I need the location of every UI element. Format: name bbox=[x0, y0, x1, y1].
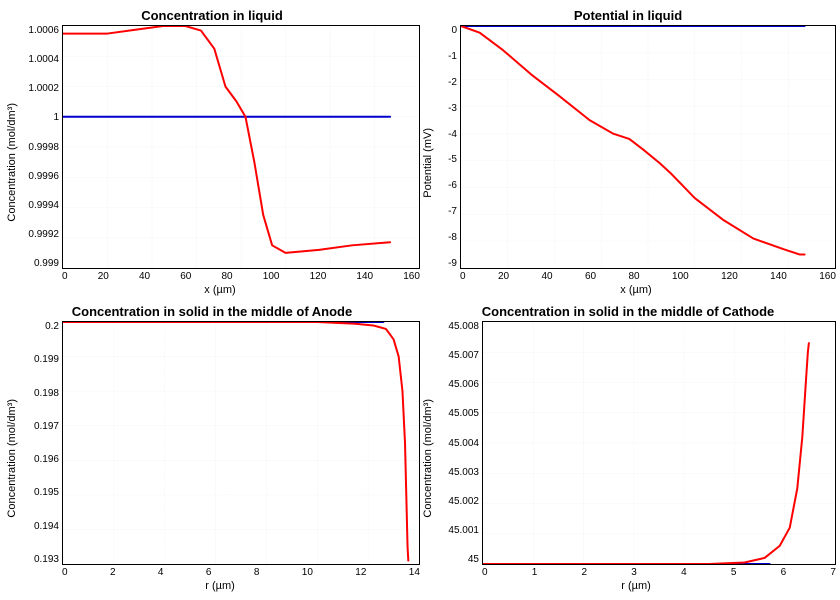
y-axis-label: Concentration (mol/dm³) bbox=[4, 399, 20, 518]
chart-title: Concentration in liquid bbox=[141, 8, 283, 23]
y-axis-label: Concentration (mol/dm³) bbox=[420, 399, 436, 518]
plot-region bbox=[482, 321, 836, 565]
chart-area: Concentration (mol/dm³) 45.00845.00745.0… bbox=[420, 321, 836, 596]
chart-area: Potential (mV) 0-1-2-3-4-5-6-7-8-9 02040… bbox=[420, 25, 836, 300]
chart-area: Concentration (mol/dm³) 1.00061.00041.00… bbox=[4, 25, 420, 300]
y-tick-labels: 1.00061.00041.000210.99980.99960.99940.9… bbox=[20, 25, 62, 269]
y-axis-label: Potential (mV) bbox=[420, 128, 436, 198]
plot-region bbox=[460, 25, 836, 269]
y-tick-labels: 0-1-2-3-4-5-6-7-8-9 bbox=[436, 25, 460, 269]
chart-title: Potential in liquid bbox=[574, 8, 682, 23]
panel-potential-liquid: Potential in liquid Potential (mV) 0-1-2… bbox=[420, 4, 836, 300]
x-axis-label: r (µm) bbox=[436, 580, 836, 592]
panel-conc-anode: Concentration in solid in the middle of … bbox=[4, 300, 420, 596]
chart-area: Concentration (mol/dm³) 0.20.1990.1980.1… bbox=[4, 321, 420, 596]
y-tick-labels: 0.20.1990.1980.1970.1960.1950.1940.193 bbox=[20, 321, 62, 565]
x-tick-labels: 01234567 bbox=[482, 565, 836, 578]
panel-conc-cathode: Concentration in solid in the middle of … bbox=[420, 300, 836, 596]
chart-title: Concentration in solid in the middle of … bbox=[482, 304, 775, 319]
chart-title: Concentration in solid in the middle of … bbox=[72, 304, 352, 319]
x-tick-labels: 020406080100120140160 bbox=[62, 269, 420, 282]
x-tick-labels: 02468101214 bbox=[62, 565, 420, 578]
y-axis-label: Concentration (mol/dm³) bbox=[4, 103, 20, 222]
plot-region bbox=[62, 321, 420, 565]
y-tick-labels: 45.00845.00745.00645.00545.00445.00345.0… bbox=[436, 321, 482, 565]
panel-conc-liquid: Concentration in liquid Concentration (m… bbox=[4, 4, 420, 300]
x-axis-label: x (µm) bbox=[20, 284, 420, 296]
x-tick-labels: 020406080100120140160 bbox=[460, 269, 836, 282]
plot-region bbox=[62, 25, 420, 269]
x-axis-label: x (µm) bbox=[436, 284, 836, 296]
x-axis-label: r (µm) bbox=[20, 580, 420, 592]
